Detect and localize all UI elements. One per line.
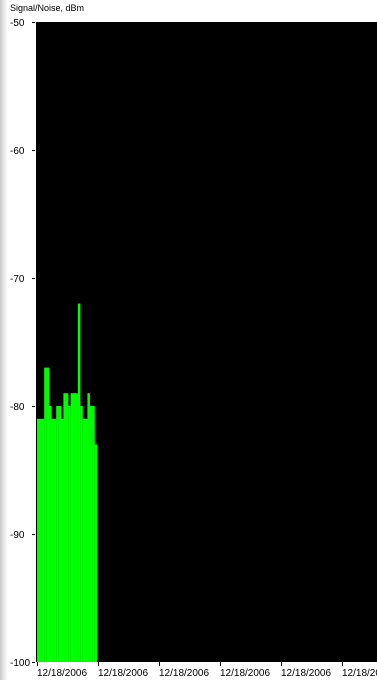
y-ticks: -50 -60 -70 -80 -90 -100	[10, 18, 35, 669]
bar	[61, 418, 64, 662]
bar	[46, 367, 50, 662]
bars-group	[37, 303, 98, 662]
bar	[68, 406, 71, 662]
x-tick-label: 12/18/2006	[342, 668, 377, 679]
bar	[49, 406, 52, 662]
y-tick-label: -50	[10, 18, 25, 29]
bar	[53, 418, 57, 662]
bar	[94, 444, 98, 662]
bar	[37, 418, 40, 662]
bar	[58, 406, 62, 662]
y-tick-label: -60	[10, 146, 25, 157]
x-tick-label: 12/18/2006	[281, 668, 331, 679]
bar	[56, 406, 59, 662]
bar	[85, 418, 88, 662]
y-axis-title: Signal/Noise, dBm	[10, 3, 84, 13]
bar	[87, 393, 90, 662]
x-tick-label: 12/18/2006	[220, 668, 270, 679]
bar	[70, 393, 74, 662]
bar	[51, 418, 54, 662]
x-ticks: 12/18/2006 12/18/2006 12/18/2006 12/18/2006…	[37, 662, 377, 679]
window-left-border	[0, 0, 8, 680]
bar	[41, 418, 45, 662]
x-tick-label: 12/18/2006	[159, 668, 209, 679]
x-tick-label: 12/18/2006	[37, 668, 87, 679]
bar	[73, 393, 76, 662]
x-tick-label: 12/18/2006	[98, 668, 148, 679]
bar	[63, 393, 66, 662]
bar	[82, 418, 86, 662]
bar	[44, 367, 47, 662]
y-tick-label: -90	[10, 530, 25, 541]
y-tick-label: -100	[10, 658, 30, 669]
y-tick-label: -70	[10, 274, 25, 285]
bar	[89, 406, 93, 662]
bar	[92, 406, 95, 662]
bar	[77, 303, 81, 662]
bar	[75, 393, 78, 662]
y-tick-label: -80	[10, 402, 25, 413]
bar	[65, 393, 69, 662]
bar	[80, 406, 83, 662]
bar	[39, 418, 42, 662]
